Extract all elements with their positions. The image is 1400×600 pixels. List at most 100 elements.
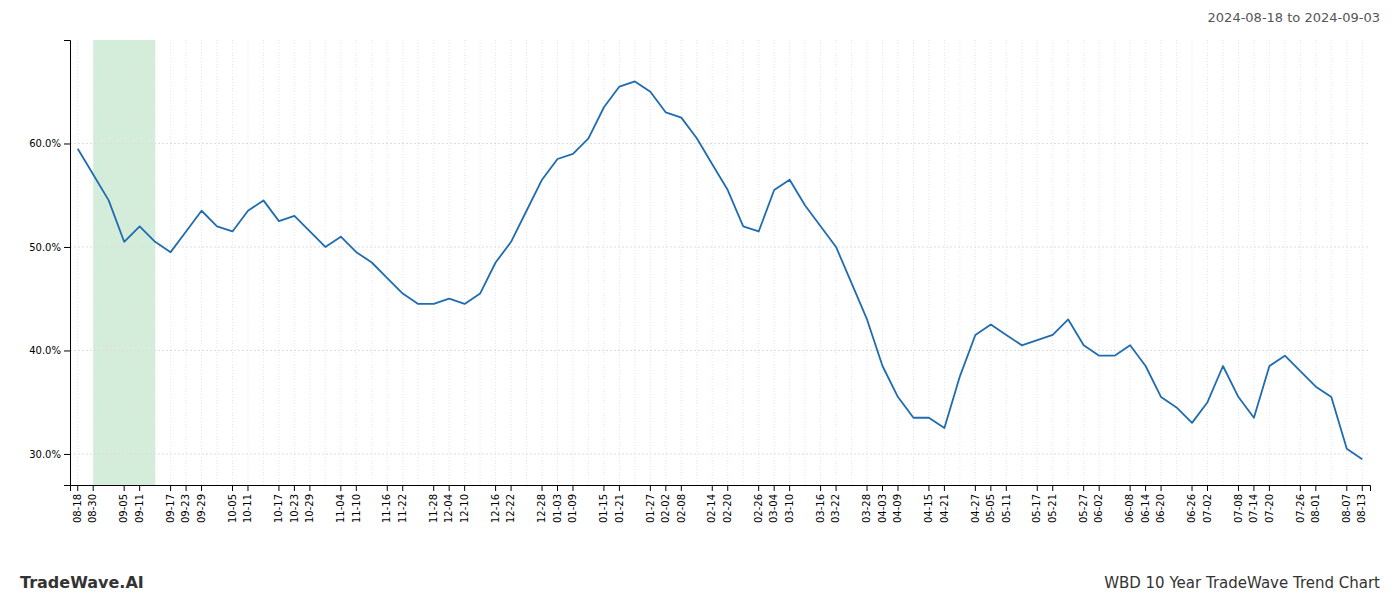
x-tick-label: 12-22 (505, 494, 516, 523)
x-grid-line (665, 40, 666, 485)
x-grid-line (387, 40, 388, 485)
x-tick-mark (1238, 485, 1239, 491)
footer-right: WBD 10 Year TradeWave Trend Chart (1104, 574, 1380, 592)
x-grid-line (1021, 40, 1022, 485)
x-grid-line (480, 40, 481, 485)
x-tick-mark (387, 485, 388, 491)
x-tick-label: 10-17 (273, 494, 284, 523)
x-grid-line (263, 40, 264, 485)
x-tick: 06-02 (1093, 485, 1104, 523)
x-tick-label: 07-20 (1264, 494, 1275, 523)
x-tick-mark (1099, 485, 1100, 491)
x-tick: 08-18 (72, 485, 83, 523)
x-grid-line (820, 40, 821, 485)
x-grid-line (774, 40, 775, 485)
x-tick: 10-11 (242, 485, 253, 523)
x-tick-mark (278, 485, 279, 491)
x-grid-line (897, 40, 898, 485)
x-tick-mark (495, 485, 496, 491)
x-tick-label: 09-29 (196, 494, 207, 523)
x-tick: 09-23 (180, 485, 191, 523)
y-tick-label: 50.0% (29, 242, 61, 253)
x-tick: 06-20 (1155, 485, 1166, 523)
x-tick-label: 08-30 (87, 494, 98, 523)
x-tick: 11-10 (351, 485, 362, 523)
x-tick: 10-05 (227, 485, 238, 523)
x-tick: 07-02 (1202, 485, 1213, 523)
x-tick-label: 01-27 (645, 494, 656, 523)
x-tick-label: 09-23 (180, 494, 191, 523)
x-grid-line (1315, 40, 1316, 485)
x-grid-line (1130, 40, 1131, 485)
y-tick-mark (64, 143, 70, 144)
x-grid-line (867, 40, 868, 485)
footer-left: TradeWave.AI (20, 573, 144, 592)
x-tick-label: 12-04 (443, 494, 454, 523)
x-tick-mark (557, 485, 558, 491)
x-tick-mark (836, 485, 837, 491)
x-grid-line (464, 40, 465, 485)
y-tick-mark (64, 454, 70, 455)
x-grid-line (418, 40, 419, 485)
x-tick: 12-04 (443, 485, 454, 523)
x-tick-label: 03-16 (815, 494, 826, 523)
x-tick-mark (1315, 485, 1316, 491)
x-tick-label: 03-28 (861, 494, 872, 523)
x-tick-label: 03-04 (768, 494, 779, 523)
x-grid-line (1114, 40, 1115, 485)
title: 2024-08-18 to 2024-09-03 (1208, 10, 1380, 25)
y-tick: 40.0% (29, 345, 70, 356)
x-grid-line (542, 40, 543, 485)
x-tick-label: 05-05 (985, 494, 996, 523)
x-tick-mark (124, 485, 125, 491)
line (78, 81, 1363, 459)
x-grid-line (836, 40, 837, 485)
x-tick-mark (309, 485, 310, 491)
x-grid-line (278, 40, 279, 485)
x-grid-line (309, 40, 310, 485)
x-tick-mark (650, 485, 651, 491)
x-tick-label: 08-18 (72, 494, 83, 523)
x-tick-label: 07-08 (1233, 494, 1244, 523)
x-grid-line (619, 40, 620, 485)
x-tick: 01-15 (598, 485, 609, 523)
x-tick: 11-22 (397, 485, 408, 523)
x-tick-mark (975, 485, 976, 491)
x-grid-line (1006, 40, 1007, 485)
x-tick-label: 03-22 (830, 494, 841, 523)
x-grid-line (433, 40, 434, 485)
x-tick: 02-02 (660, 485, 671, 523)
x-grid-line (1284, 40, 1285, 485)
x-tick-mark (186, 485, 187, 491)
x-tick-mark (1083, 485, 1084, 491)
x-tick: 09-29 (196, 485, 207, 523)
x-grid-line (232, 40, 233, 485)
x-tick-label: 02-08 (676, 494, 687, 523)
x-tick-mark (1192, 485, 1193, 491)
x-tick-label: 02-02 (660, 494, 671, 523)
x-tick-mark (1269, 485, 1270, 491)
x-tick-label: 11-28 (428, 494, 439, 523)
x-grid-line (990, 40, 991, 485)
y-grid-line (70, 246, 1370, 247)
y-tick-mark (64, 247, 70, 248)
x-grid-line (77, 40, 78, 485)
x-tick-mark (789, 485, 790, 491)
x-tick-mark (897, 485, 898, 491)
x-grid-line (1362, 40, 1363, 485)
x-grid-line (975, 40, 976, 485)
x-tick: 10-29 (304, 485, 315, 523)
x-tick-mark (1145, 485, 1146, 491)
x-grid-line (124, 40, 125, 485)
x-tick: 10-17 (273, 485, 284, 523)
x-grid-line (944, 40, 945, 485)
x-tick-mark (944, 485, 945, 491)
x-tick: 05-11 (1001, 485, 1012, 523)
x-grid-line (882, 40, 883, 485)
x-tick-label: 01-21 (614, 494, 625, 523)
y-tick-mark (64, 350, 70, 351)
x-grid-line (247, 40, 248, 485)
x-tick: 12-16 (490, 485, 501, 523)
x-grid-line (1222, 40, 1223, 485)
x-tick-mark (1161, 485, 1162, 491)
